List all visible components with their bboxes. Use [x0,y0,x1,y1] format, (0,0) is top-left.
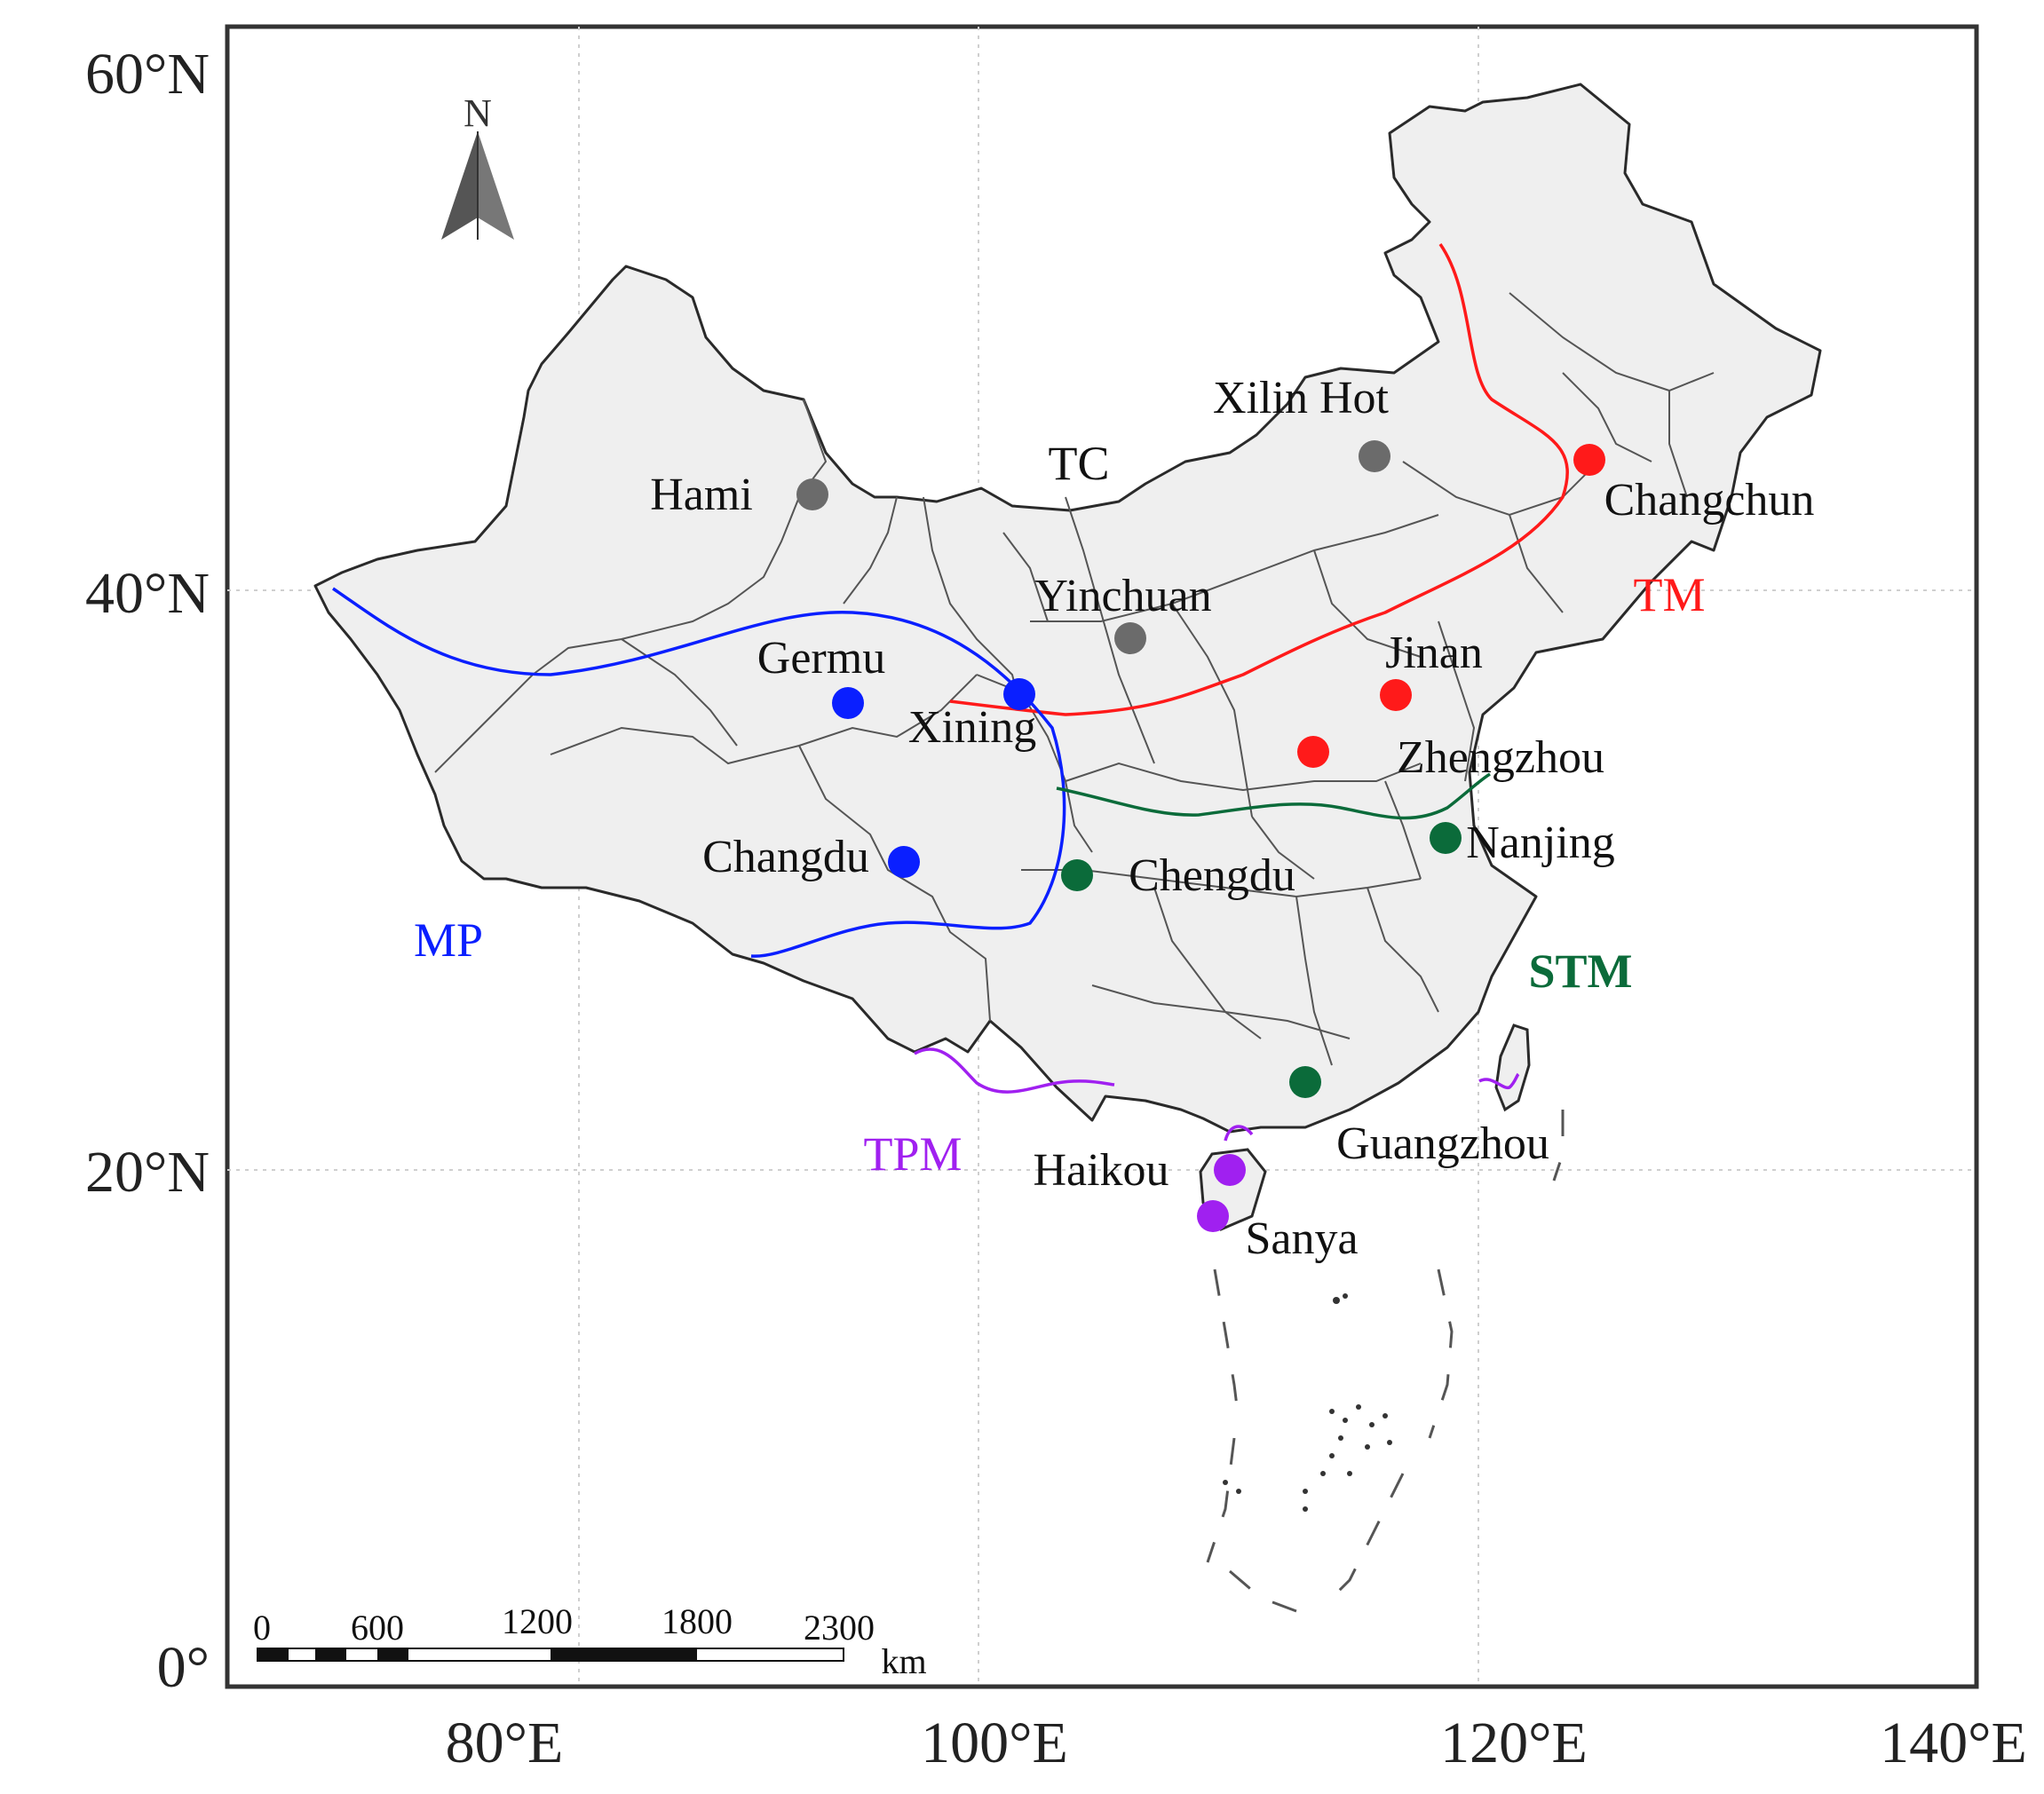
city-labels: Hami Xilin Hot Yinchuan Changchun Jinan … [650,373,1814,1264]
city-marker-xining [1003,678,1035,710]
city-marker-nanjing [1430,822,1462,854]
city-marker-zhengzhou [1297,736,1329,768]
city-label-changchun: Changchun [1604,475,1815,526]
city-markers [796,440,1605,1232]
tpm-boundary-line-south [1224,1125,1254,1142]
city-label-zhengzhou: Zhengzhou [1397,732,1604,783]
scale-unit: km [881,1641,926,1681]
city-label-xilin-hot: Xilin Hot [1213,373,1389,423]
scale-bar: 0 600 1200 1800 2300 km [253,1601,927,1681]
city-marker-yinchuan [1114,622,1146,654]
longitude-labels: 80°E 100°E 120°E 140°E [446,1711,2027,1775]
lat-label-0: 0° [157,1635,210,1700]
city-marker-changchun [1573,444,1605,476]
city-label-nanjing: Nanjing [1466,818,1615,868]
city-marker-sanya [1197,1200,1229,1232]
city-label-xining: Xining [908,702,1036,753]
city-label-chengdu: Chengdu [1129,850,1295,901]
tm-boundary-line [949,243,1569,716]
city-marker-haikou [1214,1154,1246,1186]
city-marker-jinan [1380,679,1412,711]
china-outline [313,83,1822,1134]
south-sea-islands [1223,1293,1392,1512]
city-label-jinan: Jinan [1385,628,1483,678]
lon-label-120: 120°E [1440,1711,1588,1775]
latitude-labels: 60°N 40°N 20°N 0° [85,42,210,1700]
zone-label-tc: TC [1048,437,1109,490]
city-marker-guangzhou [1289,1066,1321,1098]
zone-label-tm: TM [1634,568,1706,621]
zone-label-stm: STM [1528,944,1632,998]
city-marker-chengdu [1061,859,1093,891]
city-marker-xilin-hot [1359,440,1390,472]
city-label-yinchuan: Yinchuan [1034,571,1211,621]
lat-label-20: 20°N [85,1140,210,1205]
scale-tick-600: 600 [351,1608,404,1648]
city-label-sanya: Sanya [1245,1213,1358,1264]
city-label-changdu: Changdu [702,832,869,882]
city-marker-hami [796,478,828,510]
lon-label-80: 80°E [446,1711,564,1775]
tpm-boundary-line-taiwan [1478,1072,1520,1089]
scale-tick-1200: 1200 [502,1601,573,1641]
zone-label-mp: MP [414,913,483,967]
lon-label-100: 100°E [921,1711,1068,1775]
lon-label-140: 140°E [1880,1711,2027,1775]
north-arrow-icon: N [441,91,514,240]
taiwan-outline [1494,1023,1531,1112]
north-arrow-label: N [463,91,492,135]
tpm-boundary-line-west [914,1047,1115,1094]
lat-label-60: 60°N [85,42,210,107]
city-label-guangzhou: Guangzhou [1336,1118,1549,1169]
scale-tick-1800: 1800 [662,1601,733,1641]
scale-tick-0: 0 [253,1608,271,1648]
city-label-germu: Germu [757,633,885,684]
city-marker-changdu [888,846,920,878]
lat-label-40: 40°N [85,561,210,626]
scale-tick-2300: 2300 [804,1608,875,1648]
city-label-hami: Hami [650,470,753,520]
city-marker-germu [832,687,864,719]
stm-boundary-line [1056,772,1491,820]
city-label-haikou: Haikou [1033,1145,1169,1196]
nine-dash-line [1206,1110,1565,1613]
zone-label-tpm: TPM [863,1127,962,1181]
